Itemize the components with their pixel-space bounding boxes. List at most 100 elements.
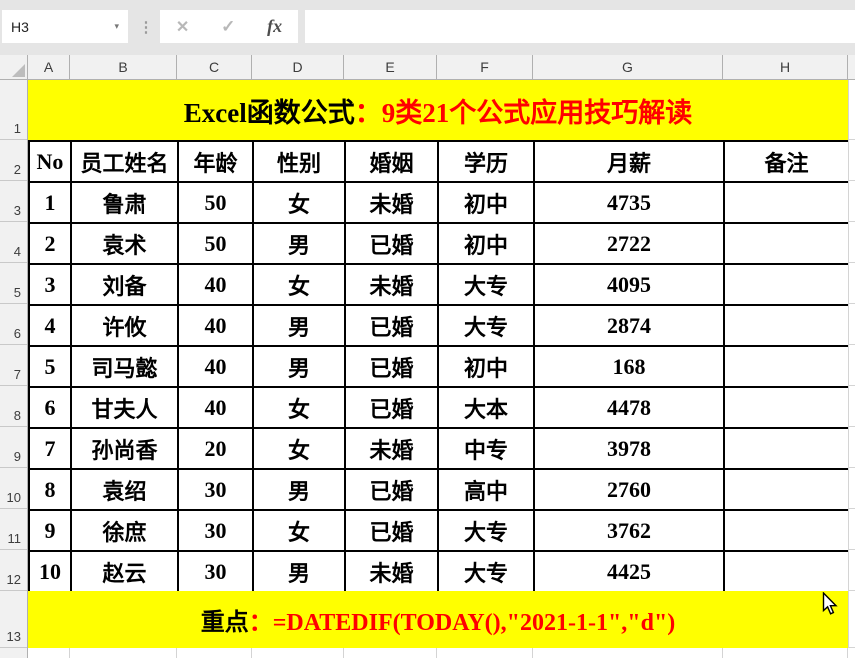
table-cell[interactable]: 许攸 [70, 304, 179, 347]
table-cell[interactable]: 女 [252, 386, 346, 429]
table-cell[interactable]: 男 [252, 550, 346, 593]
table-cell[interactable]: 1 [28, 181, 72, 224]
table-cell[interactable]: 5 [28, 345, 72, 388]
table-cell[interactable]: 4425 [533, 550, 725, 593]
table-cell[interactable]: 50 [177, 181, 254, 224]
row-header-4[interactable]: 4 [0, 222, 27, 263]
table-cell[interactable]: 50 [177, 222, 254, 265]
table-cell[interactable] [723, 304, 850, 347]
table-cell[interactable] [723, 222, 850, 265]
row-header-13[interactable]: 13 [0, 591, 27, 648]
table-cell[interactable]: 3 [28, 263, 72, 306]
table-cell[interactable]: 2 [28, 222, 72, 265]
row-header-11[interactable]: 11 [0, 509, 27, 550]
table-cell[interactable]: 40 [177, 345, 254, 388]
title-banner-cell[interactable]: Excel函数公式 ：9类21个公式应用技巧解读 [28, 80, 848, 140]
table-cell[interactable]: 已婚 [344, 222, 439, 265]
table-cell[interactable]: 徐庶 [70, 509, 179, 552]
table-cell[interactable]: 司马懿 [70, 345, 179, 388]
column-header-B[interactable]: B [70, 55, 177, 79]
table-cell[interactable]: 大专 [437, 509, 535, 552]
column-header-C[interactable]: C [177, 55, 252, 79]
column-header-F[interactable]: F [437, 55, 533, 79]
name-box[interactable]: H3 ▾ [2, 10, 128, 43]
table-cell[interactable]: 鲁肃 [70, 181, 179, 224]
table-cell[interactable]: 10 [28, 550, 72, 593]
table-header-cell[interactable]: 备注 [723, 140, 850, 183]
table-cell[interactable]: 168 [533, 345, 725, 388]
row-header-7[interactable]: 7 [0, 345, 27, 386]
table-cell[interactable]: 大本 [437, 386, 535, 429]
table-cell[interactable]: 袁术 [70, 222, 179, 265]
table-cell[interactable]: 甘夫人 [70, 386, 179, 429]
column-header-D[interactable]: D [252, 55, 344, 79]
table-cell[interactable]: 赵云 [70, 550, 179, 593]
table-header-cell[interactable]: 员工姓名 [70, 140, 179, 183]
row-header-3[interactable]: 3 [0, 181, 27, 222]
table-header-cell[interactable]: 年龄 [177, 140, 254, 183]
row-header-6[interactable]: 6 [0, 304, 27, 345]
row-header-5[interactable]: 5 [0, 263, 27, 304]
table-cell[interactable]: 男 [252, 222, 346, 265]
enter-icon[interactable]: ✓ [221, 16, 236, 36]
table-header-cell[interactable]: 性别 [252, 140, 346, 183]
column-header-G[interactable]: G [533, 55, 723, 79]
table-cell[interactable] [723, 263, 850, 306]
insert-function-icon[interactable]: fx [267, 16, 283, 36]
row-header-2[interactable]: 2 [0, 140, 27, 181]
table-cell[interactable]: 女 [252, 181, 346, 224]
table-cell[interactable]: 高中 [437, 468, 535, 511]
table-cell[interactable]: 2722 [533, 222, 725, 265]
table-cell[interactable]: 6 [28, 386, 72, 429]
table-cell[interactable]: 未婚 [344, 427, 439, 470]
table-cell[interactable] [723, 181, 850, 224]
table-cell[interactable]: 2874 [533, 304, 725, 347]
table-cell[interactable]: 大专 [437, 263, 535, 306]
table-cell[interactable]: 3978 [533, 427, 725, 470]
table-cell[interactable]: 未婚 [344, 181, 439, 224]
table-cell[interactable]: 30 [177, 468, 254, 511]
table-cell[interactable]: 4095 [533, 263, 725, 306]
table-cell[interactable]: 4735 [533, 181, 725, 224]
table-header-cell[interactable]: 月薪 [533, 140, 725, 183]
column-header-A[interactable]: A [28, 55, 70, 79]
chevron-down-icon[interactable]: ▾ [114, 21, 119, 31]
row-header-9[interactable]: 9 [0, 427, 27, 468]
column-header-H[interactable]: H [723, 55, 848, 79]
table-cell[interactable]: 初中 [437, 222, 535, 265]
table-cell[interactable]: 大专 [437, 304, 535, 347]
table-cell[interactable]: 2760 [533, 468, 725, 511]
column-header-E[interactable]: E [344, 55, 437, 79]
note-banner-cell[interactable]: 重点 ：=DATEDIF(TODAY(),"2021-1-1","d") [28, 591, 848, 648]
table-cell[interactable]: 未婚 [344, 263, 439, 306]
table-cell[interactable]: 7 [28, 427, 72, 470]
table-cell[interactable]: 40 [177, 304, 254, 347]
table-cell[interactable]: 20 [177, 427, 254, 470]
table-cell[interactable]: 9 [28, 509, 72, 552]
table-header-cell[interactable]: No [28, 140, 72, 183]
table-cell[interactable]: 男 [252, 468, 346, 511]
table-cell[interactable]: 30 [177, 550, 254, 593]
table-header-cell[interactable]: 婚姻 [344, 140, 439, 183]
table-cell[interactable] [723, 550, 850, 593]
table-cell[interactable]: 40 [177, 386, 254, 429]
row-header-8[interactable]: 8 [0, 386, 27, 427]
table-cell[interactable]: 初中 [437, 181, 535, 224]
table-cell[interactable] [723, 386, 850, 429]
table-cell[interactable]: 已婚 [344, 386, 439, 429]
row-header-10[interactable]: 10 [0, 468, 27, 509]
table-cell[interactable] [723, 427, 850, 470]
table-cell[interactable]: 中专 [437, 427, 535, 470]
table-cell[interactable] [723, 345, 850, 388]
table-cell[interactable]: 4 [28, 304, 72, 347]
cancel-icon[interactable]: ✕ [175, 18, 190, 36]
table-cell[interactable]: 3762 [533, 509, 725, 552]
table-cell[interactable]: 初中 [437, 345, 535, 388]
table-cell[interactable]: 孙尚香 [70, 427, 179, 470]
table-cell[interactable]: 已婚 [344, 468, 439, 511]
table-cell[interactable]: 40 [177, 263, 254, 306]
row-header-12[interactable]: 12 [0, 550, 27, 591]
table-cell[interactable]: 女 [252, 427, 346, 470]
table-cell[interactable]: 男 [252, 304, 346, 347]
table-cell[interactable]: 已婚 [344, 304, 439, 347]
